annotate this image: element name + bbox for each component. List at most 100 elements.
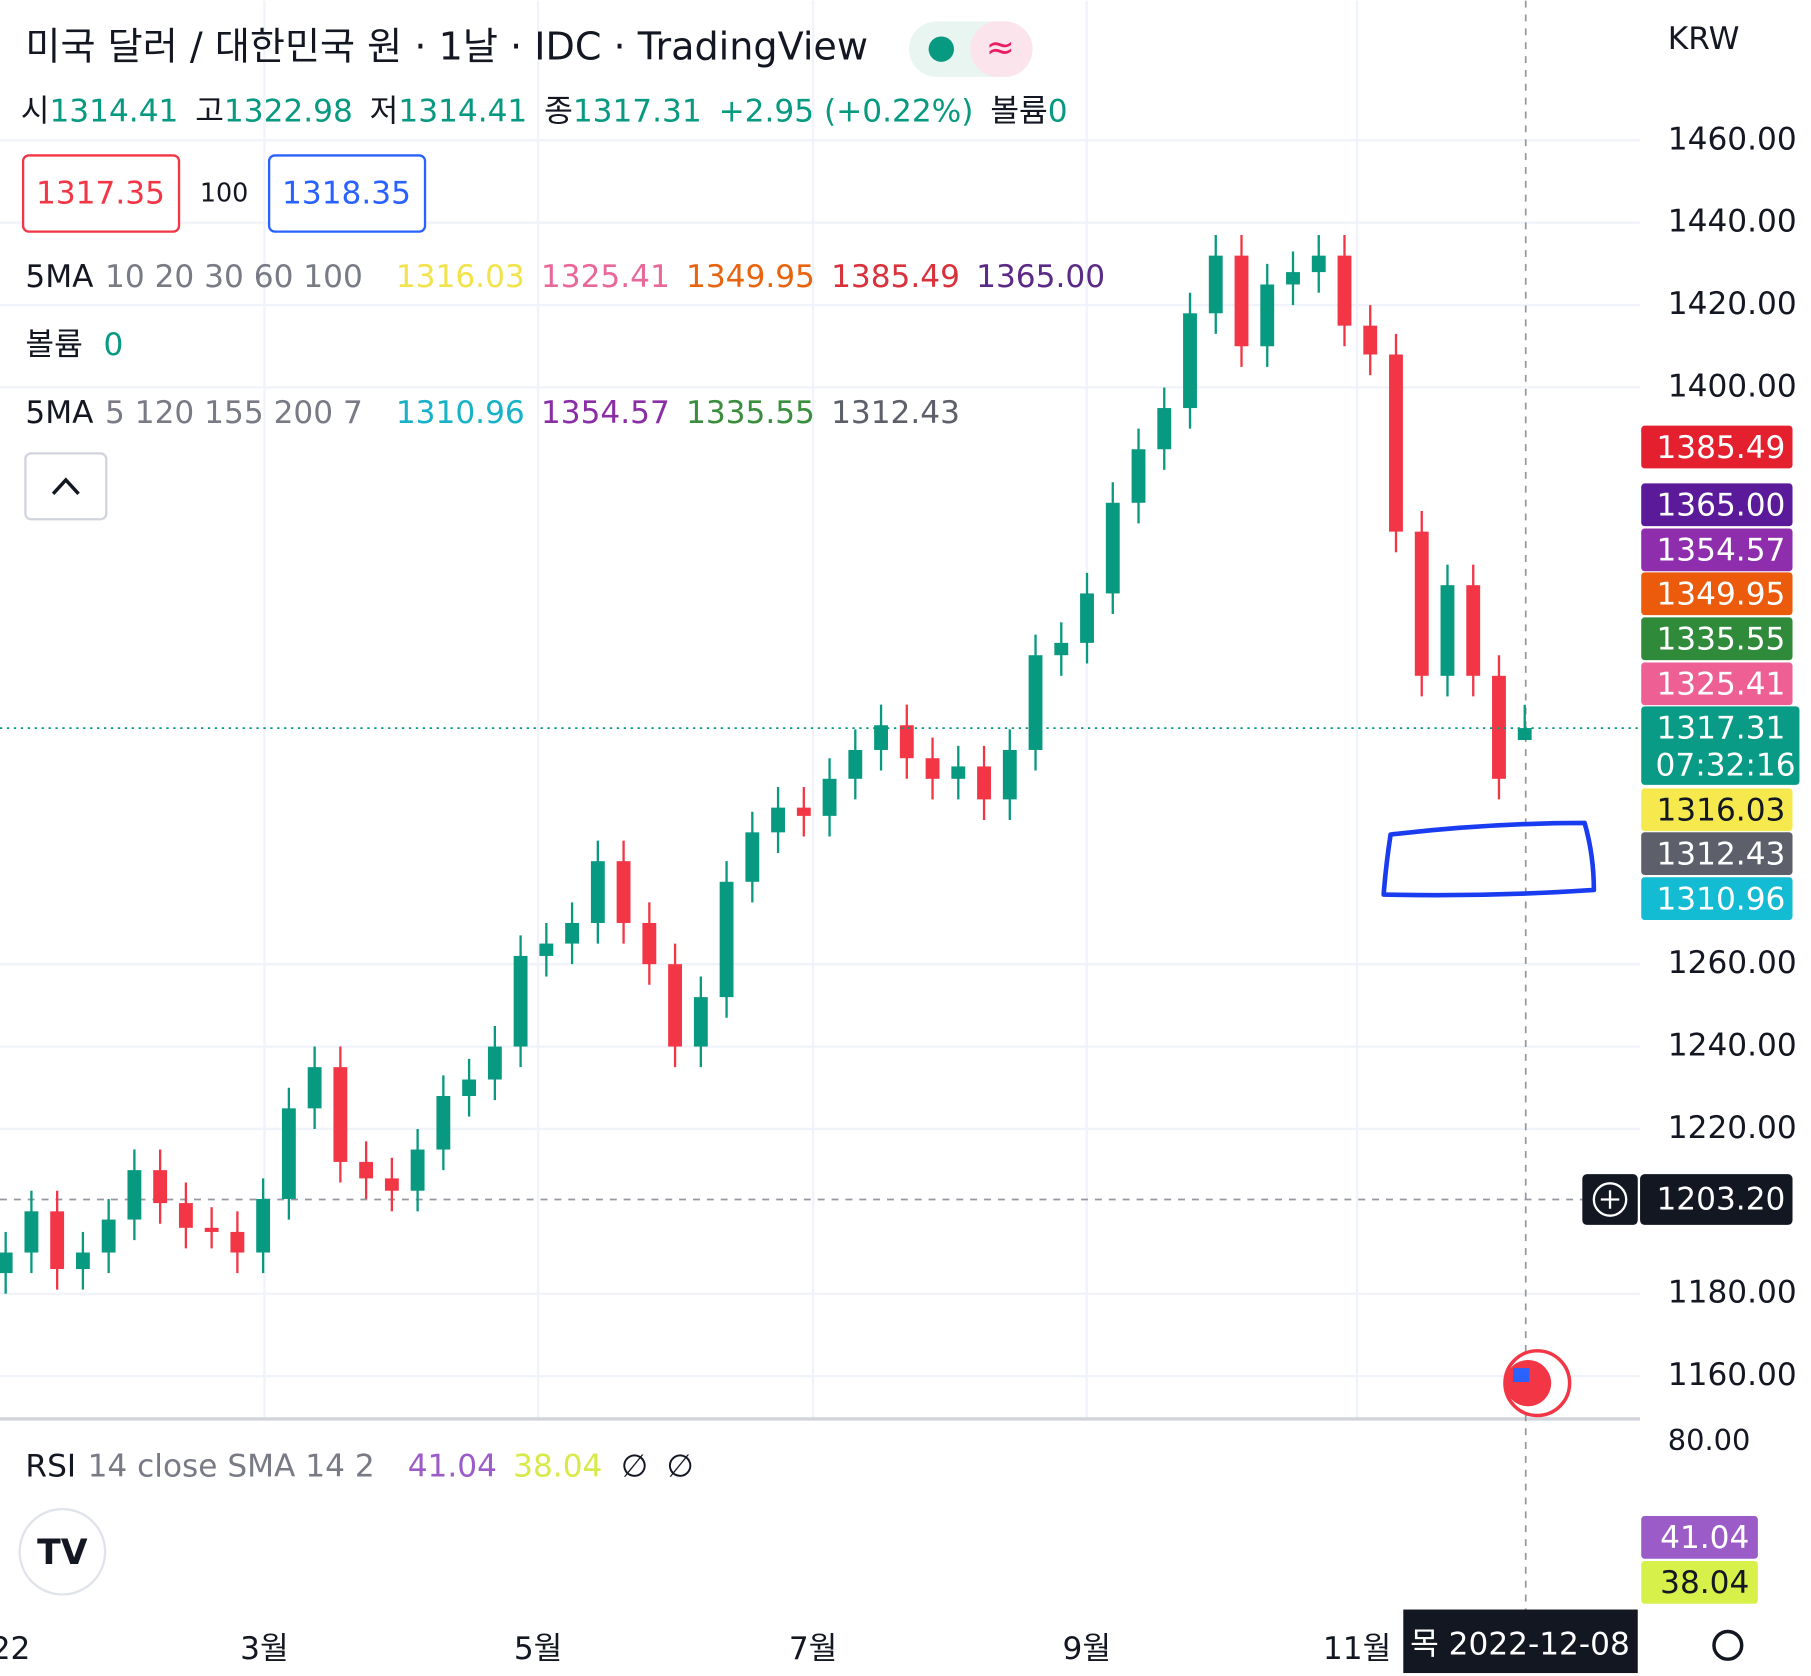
candle-body bbox=[1105, 502, 1120, 594]
rsi-name: RSI bbox=[25, 1448, 76, 1484]
candle-body bbox=[1440, 585, 1455, 676]
grid bbox=[0, 0, 1641, 1419]
rsi-badge-text: 41.04 bbox=[1660, 1520, 1749, 1556]
price-badge bbox=[1641, 662, 1793, 706]
countdown: 07:32:16 bbox=[1656, 747, 1796, 783]
legend-value: 1385.49 bbox=[831, 259, 960, 295]
price-badge-text: 1335.55 bbox=[1656, 621, 1785, 657]
us-flag-canton bbox=[1513, 1368, 1530, 1382]
rsi-icon[interactable]: ∅ bbox=[667, 1448, 694, 1484]
currency[interactable]: KRW bbox=[1668, 21, 1740, 57]
candle-body bbox=[745, 832, 760, 882]
candle-body bbox=[951, 766, 966, 779]
rsi-icon[interactable]: ∅ bbox=[621, 1448, 648, 1484]
candle-body bbox=[1028, 655, 1043, 750]
low-label: 저 bbox=[370, 94, 399, 130]
candle-body bbox=[1337, 255, 1352, 326]
legend-value: 41.04 bbox=[408, 1448, 497, 1484]
ma-params: 5 120 155 200 7 bbox=[105, 395, 363, 431]
candle-body bbox=[848, 749, 863, 779]
candle-body bbox=[24, 1211, 39, 1253]
y-tick-label: 1180.00 bbox=[1668, 1275, 1797, 1311]
candle-body bbox=[75, 1252, 90, 1270]
sell-button[interactable] bbox=[21, 154, 181, 233]
spread: 100 bbox=[200, 178, 248, 208]
ma-name: 5MA bbox=[25, 395, 94, 431]
collapse-icon bbox=[51, 477, 80, 495]
price-badge bbox=[1641, 528, 1793, 572]
crosshair-price: 1203.20 bbox=[1656, 1182, 1785, 1218]
x-tick-label: 11월 bbox=[1323, 1631, 1391, 1667]
price-badge-text: 1317.31 bbox=[1656, 710, 1785, 746]
candle-body bbox=[359, 1161, 374, 1179]
rsi-badge bbox=[1641, 1561, 1758, 1604]
legend-value: 1349.95 bbox=[686, 259, 815, 295]
candle-body bbox=[1260, 284, 1275, 347]
candle-body bbox=[977, 766, 991, 800]
candle-body bbox=[1363, 325, 1378, 355]
legend-value: 38.04 bbox=[513, 1448, 602, 1484]
candle-body bbox=[590, 861, 605, 923]
price-badge-text: 1312.43 bbox=[1656, 836, 1785, 872]
price-badge-text: 1316.03 bbox=[1656, 792, 1785, 828]
buy-button[interactable] bbox=[267, 154, 427, 233]
low-value: 1314.41 bbox=[398, 94, 527, 130]
price-badge-text: 1325.41 bbox=[1656, 667, 1785, 703]
price-badge-text: 1349.95 bbox=[1656, 576, 1785, 612]
candle-body bbox=[436, 1095, 451, 1150]
price-badge-text: 1385.49 bbox=[1656, 430, 1785, 466]
price-badge bbox=[1641, 572, 1793, 616]
rsi-legend: RSI 14 close SMA 14 2 41.04 38.04 ∅ ∅ bbox=[25, 1448, 693, 1484]
candle-body bbox=[256, 1198, 271, 1253]
price-badge bbox=[1641, 877, 1793, 921]
candle-body bbox=[642, 922, 657, 965]
price-badge-text: 1310.96 bbox=[1656, 881, 1785, 917]
candles bbox=[0, 235, 1641, 1294]
price-badge bbox=[1641, 706, 1800, 785]
settings-icon[interactable] bbox=[1712, 1629, 1744, 1661]
us-flag-inner bbox=[1504, 1360, 1552, 1407]
y-tick-label: 1420.00 bbox=[1668, 286, 1797, 322]
candle-body bbox=[668, 964, 683, 1047]
volume-label: 볼륨 bbox=[990, 94, 1047, 130]
high-label: 고 bbox=[195, 94, 224, 130]
candle-body bbox=[565, 922, 580, 944]
candle-body bbox=[1311, 255, 1326, 273]
candle-body bbox=[50, 1211, 65, 1270]
open-label: 시 bbox=[21, 94, 50, 130]
candle-body bbox=[462, 1079, 477, 1096]
candle-body bbox=[771, 807, 785, 833]
y-tick-label: 1440.00 bbox=[1668, 204, 1797, 240]
status-pill-right bbox=[970, 21, 1033, 77]
x-tick-label: 9월 bbox=[1063, 1631, 1112, 1667]
candle-body bbox=[1131, 449, 1146, 503]
collapse-button[interactable] bbox=[24, 452, 108, 521]
ma-params: 10 20 30 60 100 bbox=[105, 259, 363, 295]
candle-body bbox=[719, 881, 734, 998]
tv-logo[interactable] bbox=[18, 1507, 107, 1596]
legend-value: 1316.03 bbox=[396, 259, 525, 295]
price-badge bbox=[1641, 832, 1793, 875]
candle-body bbox=[899, 725, 914, 759]
y-tick-label: 1160.00 bbox=[1668, 1357, 1797, 1393]
candle-body bbox=[410, 1149, 425, 1191]
candle-body bbox=[204, 1227, 219, 1232]
candle-body bbox=[1208, 255, 1223, 314]
candle-body bbox=[1054, 642, 1069, 656]
rsi-tick-label: 80.00 bbox=[1668, 1423, 1751, 1457]
candle-body bbox=[925, 758, 940, 779]
x-tick-label: 2022 bbox=[0, 1631, 30, 1667]
candle-body bbox=[1517, 728, 1532, 741]
legend-value: 1312.43 bbox=[831, 395, 960, 431]
candle-body bbox=[0, 1252, 13, 1274]
market-open-dot bbox=[928, 36, 955, 62]
y-tick-label: 1240.00 bbox=[1668, 1028, 1797, 1064]
open-value: 1314.41 bbox=[49, 94, 178, 130]
candle-body bbox=[1286, 272, 1300, 285]
change-value: +2.95 (+0.22%) bbox=[719, 94, 974, 130]
price-badge bbox=[1641, 788, 1793, 832]
candle-body bbox=[616, 861, 631, 923]
candle-body bbox=[693, 997, 708, 1047]
price-badges: 1385.49 1365.00 1354.57 1349.95 1335.55 1325.… bbox=[1641, 425, 1800, 1604]
price-badge-text: 1365.00 bbox=[1656, 488, 1785, 524]
